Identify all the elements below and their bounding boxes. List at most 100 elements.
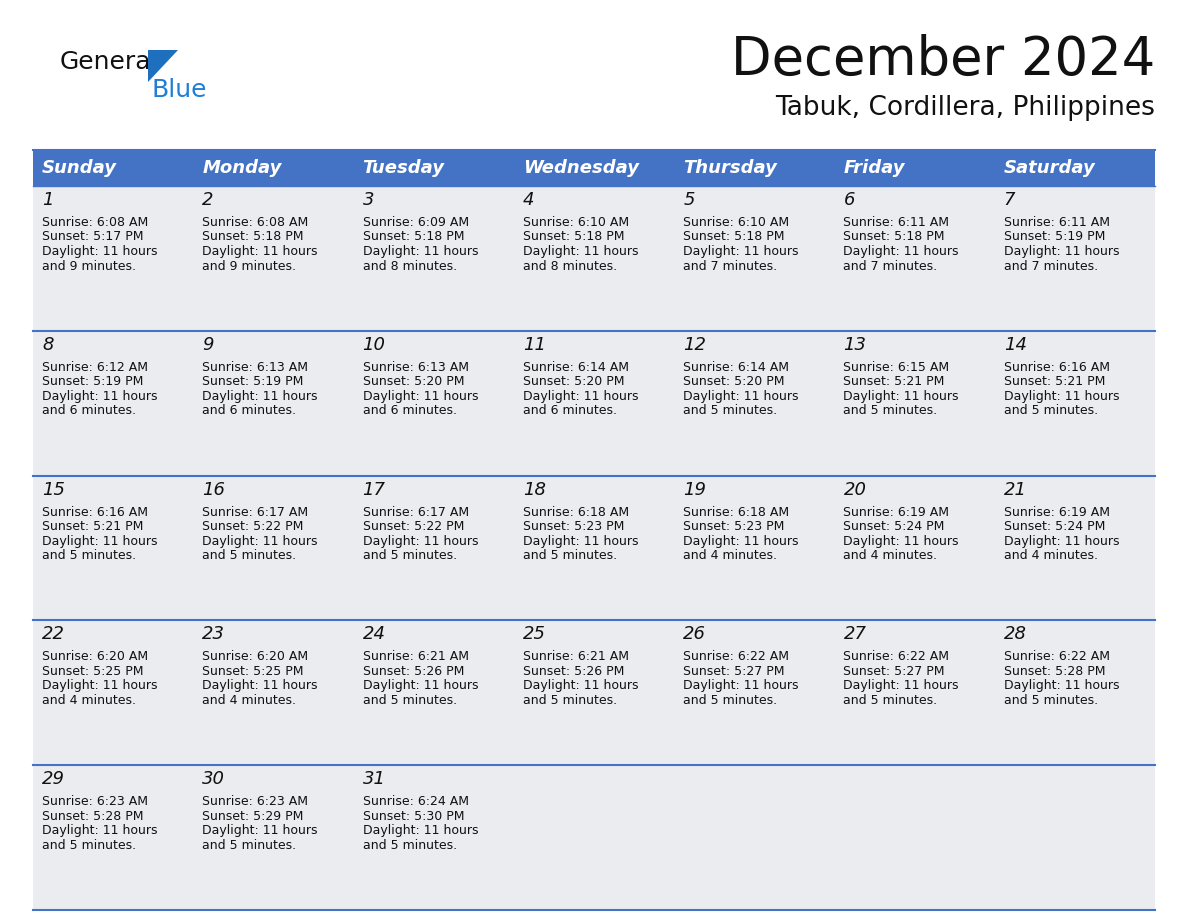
Text: 4: 4	[523, 191, 535, 209]
Text: and 5 minutes.: and 5 minutes.	[202, 549, 297, 562]
Bar	[834, 621, 994, 766]
Text: Sunset: 5:28 PM: Sunset: 5:28 PM	[1004, 665, 1105, 677]
Text: Daylight: 11 hours: Daylight: 11 hours	[843, 534, 959, 548]
Text: Daylight: 11 hours: Daylight: 11 hours	[683, 390, 798, 403]
Text: Sunrise: 6:08 AM: Sunrise: 6:08 AM	[42, 216, 148, 229]
Text: and 5 minutes.: and 5 minutes.	[362, 839, 456, 852]
Text: Daylight: 11 hours: Daylight: 11 hours	[523, 534, 638, 548]
Text: Daylight: 11 hours: Daylight: 11 hours	[362, 679, 478, 692]
Text: Sunrise: 6:17 AM: Sunrise: 6:17 AM	[362, 506, 469, 519]
Text: 29: 29	[42, 770, 65, 789]
Text: Sunrise: 6:16 AM: Sunrise: 6:16 AM	[42, 506, 148, 519]
Text: 23: 23	[202, 625, 226, 644]
Text: Daylight: 11 hours: Daylight: 11 hours	[42, 534, 158, 548]
Bar	[354, 150, 514, 186]
Bar	[674, 621, 834, 766]
Text: Daylight: 11 hours: Daylight: 11 hours	[202, 245, 317, 258]
Text: 27: 27	[843, 625, 866, 644]
Bar	[514, 621, 674, 766]
Text: Sunset: 5:19 PM: Sunset: 5:19 PM	[202, 375, 304, 388]
Text: 19: 19	[683, 481, 706, 498]
Text: Daylight: 11 hours: Daylight: 11 hours	[683, 679, 798, 692]
Text: Daylight: 11 hours: Daylight: 11 hours	[523, 390, 638, 403]
Text: Friday: Friday	[843, 159, 905, 177]
Text: Sunrise: 6:12 AM: Sunrise: 6:12 AM	[42, 361, 148, 374]
Text: Sunset: 5:20 PM: Sunset: 5:20 PM	[362, 375, 465, 388]
Bar	[834, 476, 994, 621]
Text: Sunset: 5:29 PM: Sunset: 5:29 PM	[202, 810, 304, 823]
Text: Daylight: 11 hours: Daylight: 11 hours	[202, 824, 317, 837]
Text: Sunrise: 6:22 AM: Sunrise: 6:22 AM	[1004, 650, 1110, 664]
Text: Sunset: 5:18 PM: Sunset: 5:18 PM	[202, 230, 304, 243]
Bar	[674, 766, 834, 910]
Bar	[994, 186, 1155, 330]
Bar	[194, 766, 354, 910]
Text: Sunrise: 6:09 AM: Sunrise: 6:09 AM	[362, 216, 469, 229]
Bar	[514, 330, 674, 476]
Text: and 5 minutes.: and 5 minutes.	[1004, 694, 1098, 707]
Text: Daylight: 11 hours: Daylight: 11 hours	[202, 390, 317, 403]
Bar	[33, 621, 194, 766]
Text: Sunrise: 6:14 AM: Sunrise: 6:14 AM	[683, 361, 789, 374]
Text: and 4 minutes.: and 4 minutes.	[683, 549, 777, 562]
Bar	[354, 330, 514, 476]
Text: Sunset: 5:23 PM: Sunset: 5:23 PM	[523, 521, 624, 533]
Text: Sunset: 5:18 PM: Sunset: 5:18 PM	[843, 230, 944, 243]
Text: Sunrise: 6:23 AM: Sunrise: 6:23 AM	[42, 795, 148, 808]
Text: Blue: Blue	[152, 78, 208, 102]
Text: Daylight: 11 hours: Daylight: 11 hours	[42, 679, 158, 692]
Text: Sunset: 5:19 PM: Sunset: 5:19 PM	[42, 375, 144, 388]
Bar	[33, 150, 194, 186]
Bar	[33, 476, 194, 621]
Bar	[194, 330, 354, 476]
Polygon shape	[148, 50, 178, 82]
Text: Sunset: 5:21 PM: Sunset: 5:21 PM	[1004, 375, 1105, 388]
Text: Daylight: 11 hours: Daylight: 11 hours	[362, 824, 478, 837]
Text: 17: 17	[362, 481, 386, 498]
Text: Daylight: 11 hours: Daylight: 11 hours	[843, 679, 959, 692]
Text: Sunrise: 6:10 AM: Sunrise: 6:10 AM	[523, 216, 628, 229]
Text: Daylight: 11 hours: Daylight: 11 hours	[843, 245, 959, 258]
Text: Sunset: 5:27 PM: Sunset: 5:27 PM	[843, 665, 944, 677]
Text: 15: 15	[42, 481, 65, 498]
Text: Sunrise: 6:20 AM: Sunrise: 6:20 AM	[202, 650, 309, 664]
Text: and 5 minutes.: and 5 minutes.	[42, 549, 137, 562]
Text: Sunrise: 6:18 AM: Sunrise: 6:18 AM	[523, 506, 628, 519]
Text: and 4 minutes.: and 4 minutes.	[202, 694, 296, 707]
Text: 20: 20	[843, 481, 866, 498]
Bar	[674, 186, 834, 330]
Text: Sunset: 5:19 PM: Sunset: 5:19 PM	[1004, 230, 1105, 243]
Text: Sunrise: 6:11 AM: Sunrise: 6:11 AM	[1004, 216, 1110, 229]
Bar	[994, 621, 1155, 766]
Text: Daylight: 11 hours: Daylight: 11 hours	[1004, 679, 1119, 692]
Text: and 7 minutes.: and 7 minutes.	[683, 260, 777, 273]
Text: and 6 minutes.: and 6 minutes.	[42, 404, 135, 418]
Bar	[834, 766, 994, 910]
Bar	[514, 476, 674, 621]
Text: Sunrise: 6:22 AM: Sunrise: 6:22 AM	[683, 650, 789, 664]
Text: Sunset: 5:28 PM: Sunset: 5:28 PM	[42, 810, 144, 823]
Text: and 8 minutes.: and 8 minutes.	[523, 260, 617, 273]
Text: and 6 minutes.: and 6 minutes.	[523, 404, 617, 418]
Text: and 5 minutes.: and 5 minutes.	[523, 549, 617, 562]
Text: and 4 minutes.: and 4 minutes.	[843, 549, 937, 562]
Text: Sunset: 5:25 PM: Sunset: 5:25 PM	[202, 665, 304, 677]
Text: Sunrise: 6:13 AM: Sunrise: 6:13 AM	[362, 361, 468, 374]
Text: Tuesday: Tuesday	[362, 159, 444, 177]
Text: Daylight: 11 hours: Daylight: 11 hours	[202, 534, 317, 548]
Text: Daylight: 11 hours: Daylight: 11 hours	[683, 534, 798, 548]
Text: Sunset: 5:25 PM: Sunset: 5:25 PM	[42, 665, 144, 677]
Bar	[194, 150, 354, 186]
Bar	[674, 476, 834, 621]
Text: and 5 minutes.: and 5 minutes.	[42, 839, 137, 852]
Text: 6: 6	[843, 191, 855, 209]
Text: Sunset: 5:20 PM: Sunset: 5:20 PM	[523, 375, 625, 388]
Bar	[354, 766, 514, 910]
Text: Sunset: 5:21 PM: Sunset: 5:21 PM	[843, 375, 944, 388]
Text: Sunrise: 6:11 AM: Sunrise: 6:11 AM	[843, 216, 949, 229]
Text: Saturday: Saturday	[1004, 159, 1095, 177]
Text: Sunrise: 6:14 AM: Sunrise: 6:14 AM	[523, 361, 628, 374]
Text: 12: 12	[683, 336, 706, 353]
Text: Daylight: 11 hours: Daylight: 11 hours	[523, 679, 638, 692]
Bar	[994, 150, 1155, 186]
